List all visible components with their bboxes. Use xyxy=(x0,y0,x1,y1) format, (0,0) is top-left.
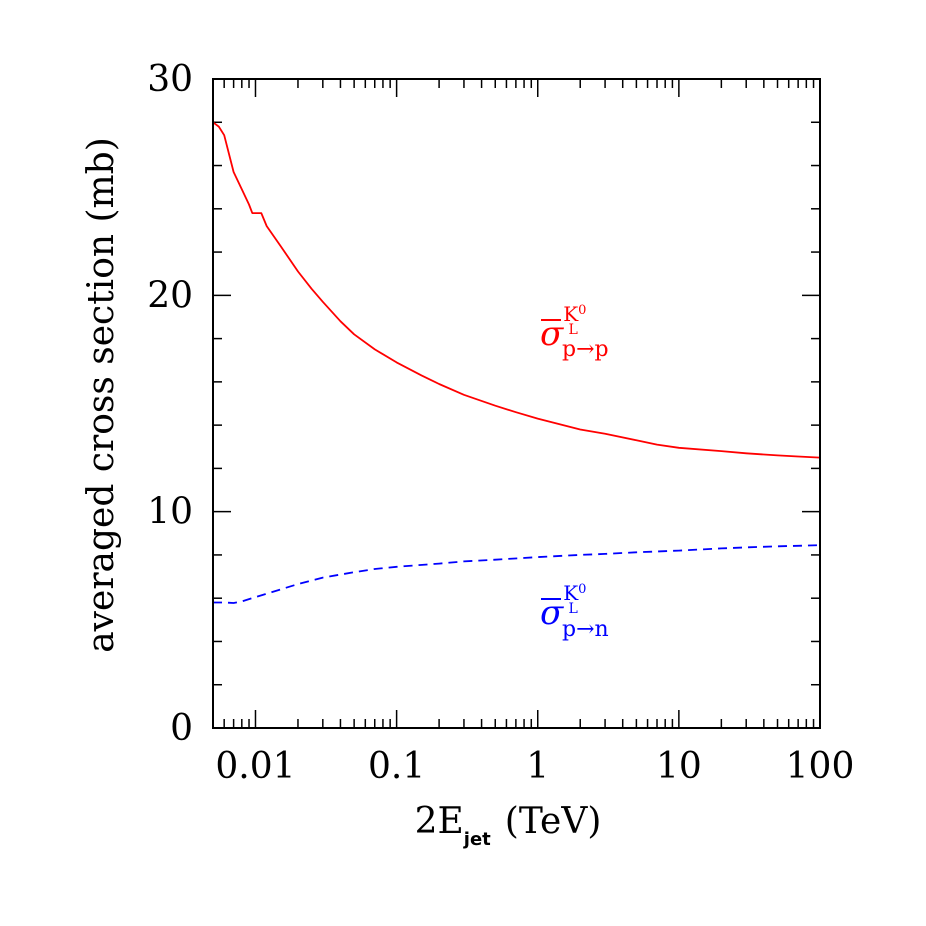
series-label-pp-sup-sup: 0 xyxy=(578,303,586,318)
series-lines xyxy=(212,121,821,604)
x-tick-label: 0.1 xyxy=(368,746,425,787)
series-label-pp-sub: p→p xyxy=(562,337,609,362)
x-axis-label-unit: (TeV) xyxy=(505,801,602,842)
tick-marks xyxy=(212,78,821,729)
tick-labels: 0.01 0.1 1 10 100 0 10 20 30 xyxy=(147,59,854,787)
x-tick-label: 0.01 xyxy=(215,746,295,787)
x-axis-label: 2Ejet (TeV) xyxy=(415,801,602,850)
series-label-pn-sup-sup: 0 xyxy=(578,582,586,597)
x-tick-label: 100 xyxy=(786,746,855,787)
y-tick-label: 10 xyxy=(147,492,193,533)
y-tick-label: 30 xyxy=(147,59,193,100)
y-axis-label: averaged cross section (mb) xyxy=(81,137,122,653)
y-tick-label: 0 xyxy=(170,708,193,749)
series-label-pp-sup-sub: L xyxy=(568,322,577,338)
series-label-pn-sup-sub: L xyxy=(568,601,577,617)
plot-frame xyxy=(212,78,821,729)
series-label-pn-sub: p→n xyxy=(562,617,609,642)
x-axis-label-main: 2E xyxy=(415,801,464,842)
y-tick-label: 20 xyxy=(147,275,193,316)
x-tick-label: 10 xyxy=(656,746,702,787)
x-tick-label: 1 xyxy=(526,746,549,787)
x-axis-label-sub: jet xyxy=(463,829,491,850)
series-label-pp-sup: K xyxy=(563,302,579,326)
series-line-pp xyxy=(212,121,821,459)
series-label-pn-sup: K xyxy=(563,581,579,605)
series-line-pn xyxy=(213,544,821,604)
